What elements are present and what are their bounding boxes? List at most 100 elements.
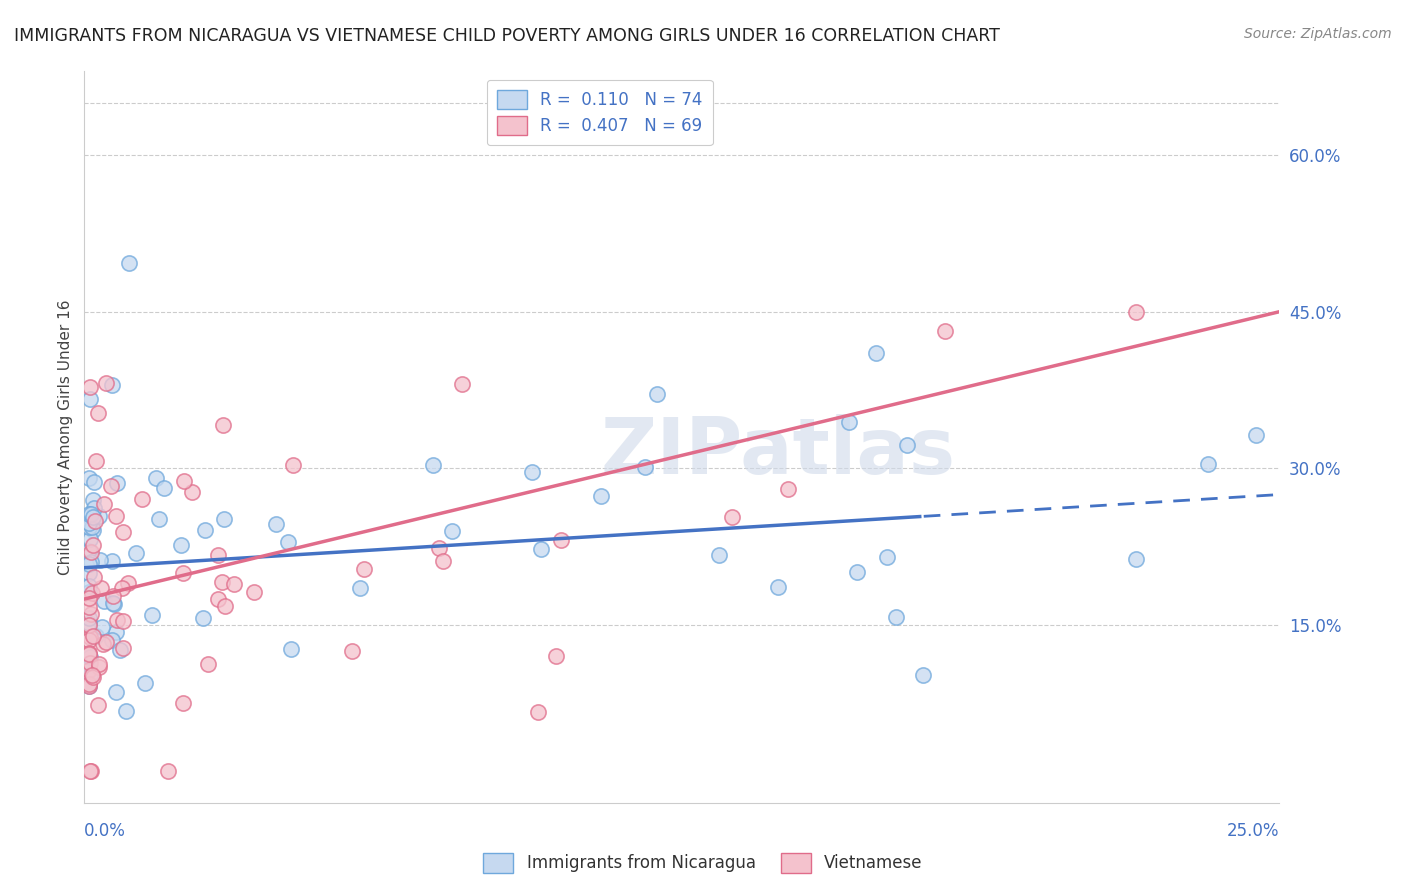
Point: [77, 516, 100, 530]
Point: [281, 458, 304, 473]
Point: [77, 579, 100, 593]
Point: [450, 377, 472, 392]
Point: [101, 554, 124, 568]
Point: [721, 509, 744, 524]
Point: [82, 520, 104, 534]
Point: [79, 380, 101, 394]
Point: [865, 346, 887, 360]
Point: [911, 668, 934, 682]
Point: [111, 614, 134, 628]
Point: [709, 548, 731, 562]
Point: [544, 648, 567, 663]
Text: 0.0%: 0.0%: [84, 822, 127, 839]
Point: [82, 510, 104, 524]
Point: [80, 507, 103, 521]
Point: [115, 705, 138, 719]
Point: [79, 649, 101, 664]
Point: [838, 415, 860, 429]
Point: [194, 523, 217, 537]
Point: [105, 613, 128, 627]
Point: [77, 585, 100, 599]
Point: [550, 533, 572, 547]
Point: [80, 544, 103, 558]
Point: [776, 482, 799, 496]
Point: [105, 476, 128, 491]
Point: [104, 625, 127, 640]
Point: [77, 520, 100, 534]
Point: [100, 377, 122, 392]
Point: [280, 642, 302, 657]
Point: [141, 607, 163, 622]
Point: [77, 618, 100, 632]
Legend: Immigrants from Nicaragua, Vietnamese: Immigrants from Nicaragua, Vietnamese: [477, 847, 929, 880]
Point: [530, 541, 553, 556]
Point: [91, 620, 114, 634]
Point: [89, 508, 111, 523]
Point: [77, 633, 100, 648]
Point: [100, 478, 122, 492]
Point: [77, 507, 100, 521]
Point: [93, 594, 115, 608]
Point: [876, 549, 898, 564]
Point: [77, 646, 100, 660]
Point: [77, 677, 100, 691]
Point: [77, 663, 100, 677]
Point: [77, 658, 100, 673]
Point: [134, 676, 156, 690]
Point: [94, 376, 117, 390]
Point: [79, 392, 101, 407]
Point: [80, 607, 103, 622]
Point: [108, 643, 131, 657]
Point: [79, 668, 101, 682]
Point: [87, 657, 110, 672]
Point: [104, 685, 127, 699]
Point: [172, 566, 194, 580]
Point: [77, 616, 100, 631]
Point: [83, 500, 105, 515]
Point: [207, 592, 229, 607]
Point: [181, 485, 204, 500]
Point: [277, 534, 299, 549]
Point: [101, 596, 124, 610]
Point: [349, 581, 371, 595]
Point: [112, 640, 135, 655]
Point: [118, 256, 141, 270]
Point: [77, 566, 100, 580]
Point: [645, 387, 668, 401]
Point: [264, 517, 287, 532]
Point: [82, 523, 104, 537]
Point: [117, 576, 139, 591]
Point: [440, 524, 463, 538]
Point: [432, 554, 454, 568]
Text: 25.0%: 25.0%: [1227, 822, 1279, 839]
Point: [1197, 457, 1219, 471]
Point: [145, 471, 167, 485]
Point: [82, 538, 104, 552]
Point: [79, 533, 101, 547]
Point: [77, 611, 100, 625]
Point: [89, 553, 111, 567]
Point: [896, 438, 918, 452]
Point: [222, 577, 245, 591]
Point: [77, 679, 100, 693]
Point: [77, 591, 100, 606]
Point: [103, 597, 125, 611]
Point: [79, 631, 101, 645]
Point: [77, 543, 100, 558]
Point: [589, 490, 612, 504]
Point: [77, 647, 100, 661]
Point: [125, 545, 148, 559]
Point: [79, 656, 101, 670]
Point: [111, 524, 134, 539]
Point: [93, 497, 115, 511]
Point: [77, 599, 100, 614]
Y-axis label: Child Poverty Among Girls Under 16: Child Poverty Among Girls Under 16: [58, 300, 73, 574]
Point: [82, 670, 104, 684]
Point: [84, 514, 107, 528]
Point: [1125, 304, 1147, 318]
Point: [86, 629, 108, 643]
Point: [83, 570, 105, 584]
Point: [80, 586, 103, 600]
Point: [82, 629, 104, 643]
Text: IMMIGRANTS FROM NICARAGUA VS VIETNAMESE CHILD POVERTY AMONG GIRLS UNDER 16 CORRE: IMMIGRANTS FROM NICARAGUA VS VIETNAMESE …: [14, 27, 1000, 45]
